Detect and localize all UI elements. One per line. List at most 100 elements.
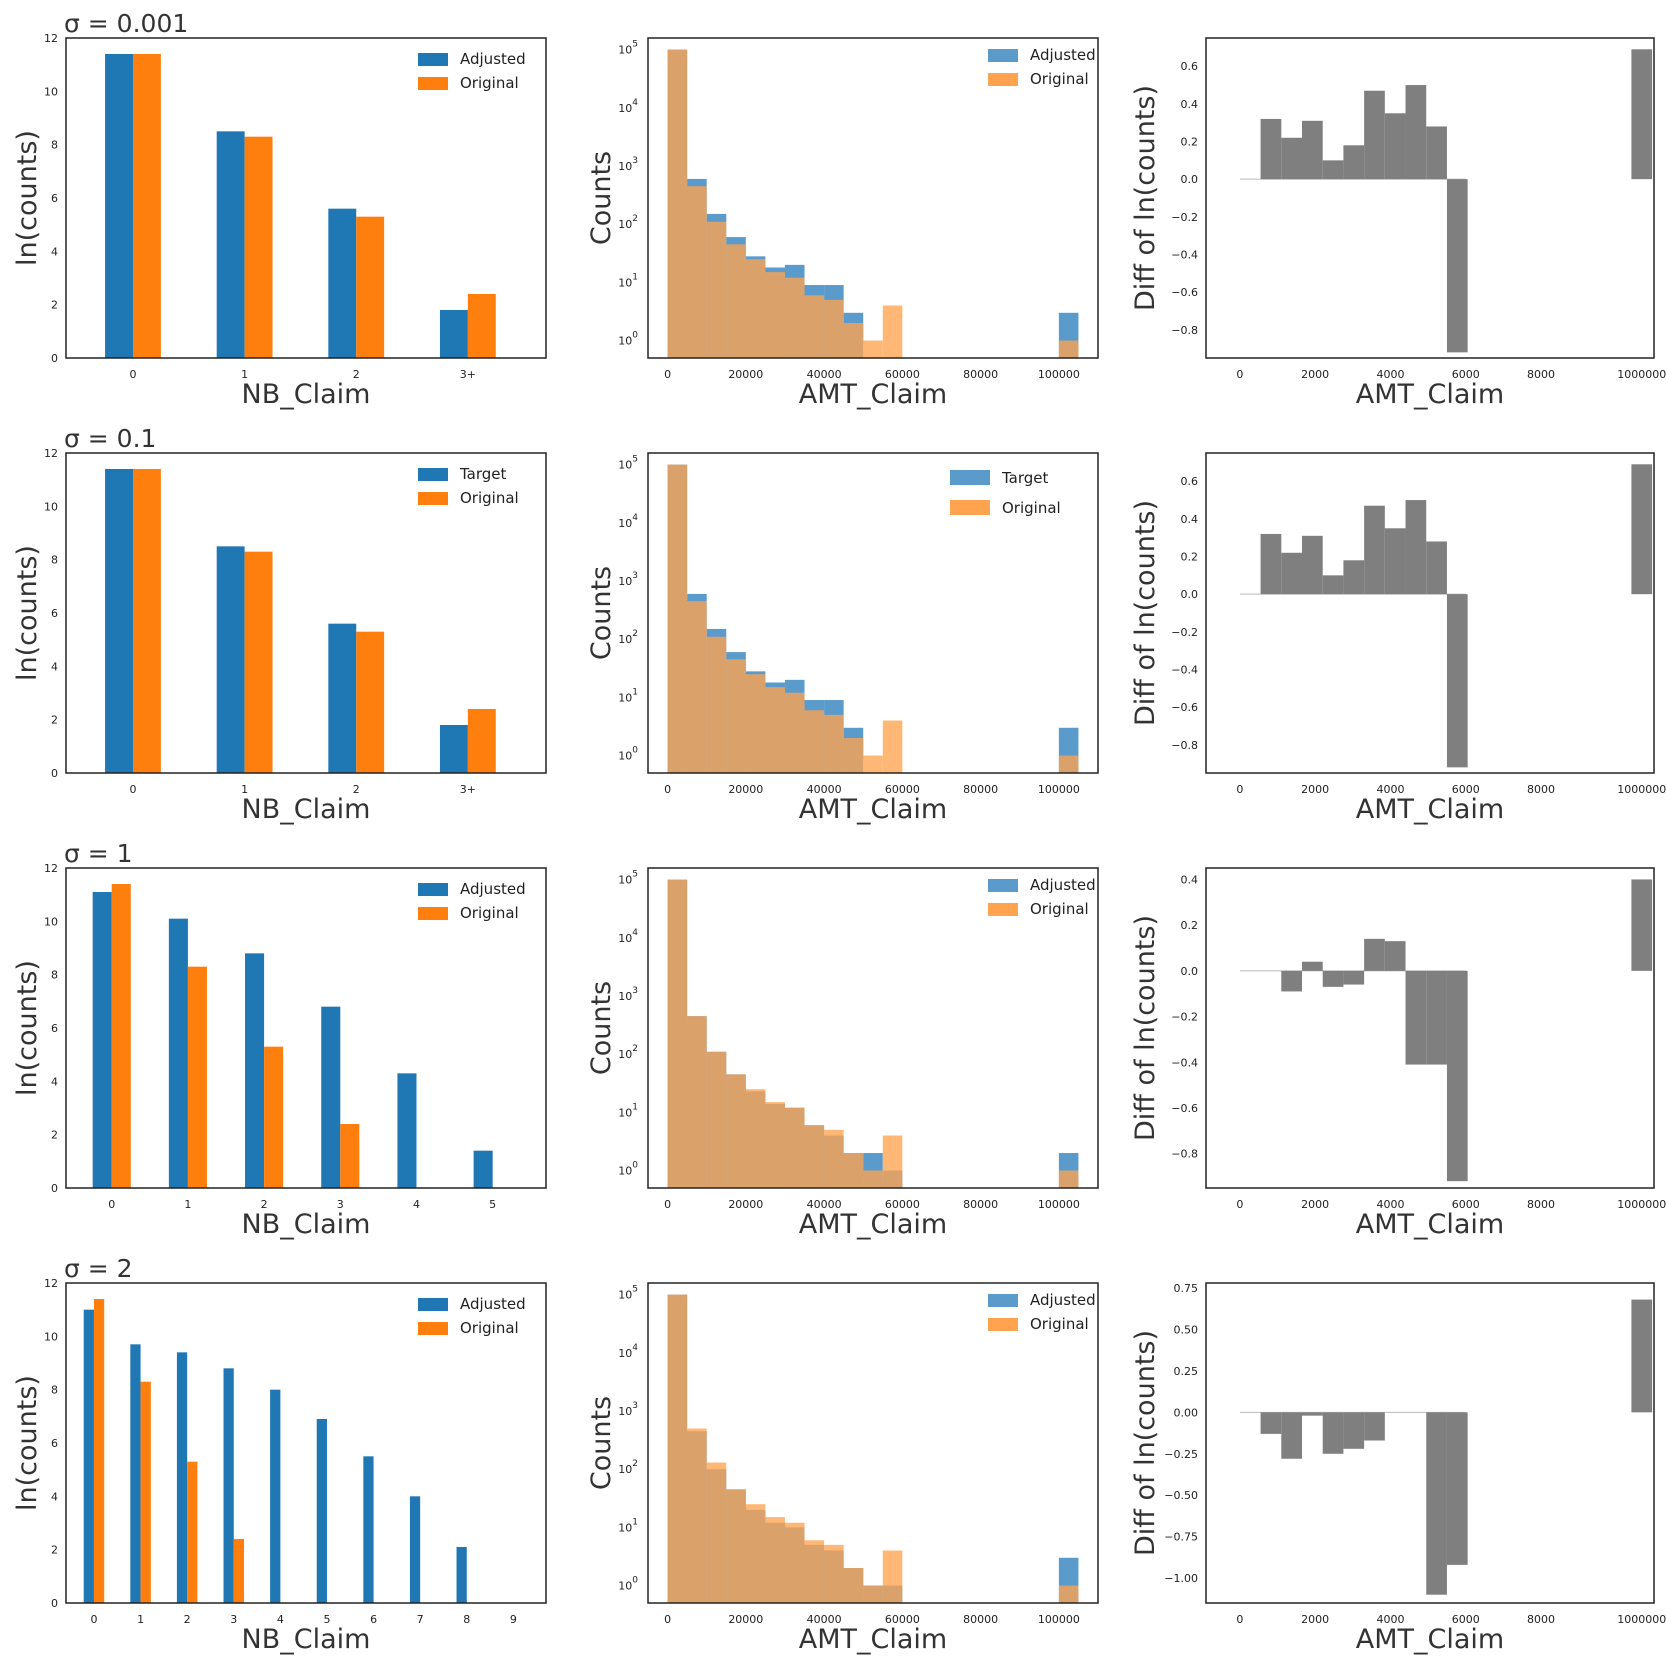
hist-bar-original	[667, 49, 688, 359]
diff-bar	[1281, 970, 1302, 992]
diff-chart-row-3: 0.75 0.50 0.25 0.00 −0.25 −0.50 −0.75 −1.00 0 200…	[1130, 1282, 1666, 1655]
bar-original	[111, 884, 131, 1188]
legend-swatch	[988, 49, 1018, 62]
y-tick-label: −0.4	[1171, 248, 1198, 261]
bar-original	[140, 1381, 151, 1603]
hist-bar-original	[843, 323, 864, 358]
y-tick-label: 101	[618, 1517, 638, 1534]
y-tick-label: 100	[618, 1161, 638, 1178]
diff-bar	[1302, 120, 1323, 180]
y-tick-label: 101	[618, 1102, 638, 1119]
y-tick-label: 0.6	[1181, 475, 1199, 488]
hist-bar-original	[765, 687, 785, 773]
hist-bar-original	[726, 1489, 746, 1603]
y-tick-label: −1.00	[1164, 1572, 1198, 1585]
bar-adjusted	[83, 1309, 94, 1603]
hist-bar-original	[824, 714, 844, 773]
y-tick-label: 104	[618, 513, 638, 530]
y-axis-label: Counts	[586, 981, 617, 1075]
hist-bar-original	[706, 636, 727, 773]
x-tick-label: 0	[1236, 368, 1243, 381]
x-tick-label: 4000	[1376, 1613, 1404, 1626]
y-tick-label: 100	[618, 1576, 638, 1593]
y-tick-label: 102	[618, 1459, 638, 1476]
bar-target	[216, 546, 245, 773]
diff-bar	[1343, 970, 1365, 985]
x-tick-label: 100000	[1038, 783, 1080, 796]
y-tick-label: 103	[618, 571, 638, 588]
x-axis-label: AMT_Claim	[1356, 379, 1504, 410]
y-tick-label: 4	[51, 1075, 58, 1088]
bar-target	[105, 469, 133, 773]
legend-label: Original	[460, 74, 519, 92]
y-axis-label: Diff of ln(counts)	[1130, 85, 1161, 311]
y-tick-label: 12	[44, 862, 58, 875]
y-tick-label: 0.6	[1181, 60, 1199, 73]
x-axis-label: NB_Claim	[242, 1209, 371, 1240]
hist-bar-original	[1058, 340, 1079, 358]
y-tick-label: 105	[618, 1285, 638, 1302]
x-tick-label: 0	[664, 783, 671, 796]
diff-bar	[1426, 970, 1447, 1065]
y-tick-label: 103	[618, 1401, 638, 1418]
legend-swatch	[418, 77, 448, 90]
x-tick-label: 2000	[1301, 1198, 1329, 1211]
hist-bar-original	[863, 1585, 883, 1603]
y-tick-label: 103	[618, 986, 638, 1003]
y-tick-label: 0.4	[1181, 98, 1199, 111]
hist-bar-original	[804, 1125, 825, 1188]
bar-adjusted	[245, 953, 265, 1188]
x-tick-label: 40000	[807, 1613, 842, 1626]
bar-adjusted	[270, 1389, 281, 1603]
bar-target	[439, 725, 468, 773]
hist-bar-original	[687, 186, 707, 358]
bar-original	[356, 631, 385, 773]
legend-swatch	[418, 1298, 448, 1311]
y-axis-label: ln(counts)	[12, 960, 43, 1096]
x-tick-label: 1000000	[1617, 1613, 1666, 1626]
diff-bar	[1384, 941, 1406, 971]
y-axis-label: Diff of ln(counts)	[1130, 500, 1161, 726]
y-tick-label: 102	[618, 214, 638, 231]
hist-bar-original	[745, 1504, 766, 1603]
y-tick-label: 4	[51, 245, 58, 258]
x-tick-label: 5	[489, 1198, 496, 1211]
hist-bar-original	[843, 1153, 864, 1188]
y-axis-label: Diff of ln(counts)	[1130, 1330, 1161, 1556]
diff-bar	[1446, 594, 1468, 768]
hist-bar-original	[745, 259, 766, 358]
diff-bar	[1260, 533, 1282, 595]
bar-original	[467, 294, 496, 358]
bar-original	[467, 709, 496, 773]
x-tick-label: 80000	[963, 783, 998, 796]
x-tick-label: 0	[129, 368, 136, 381]
bar-adjusted	[409, 1496, 421, 1603]
y-tick-label: 0.2	[1181, 551, 1199, 564]
y-tick-label: 6	[51, 1437, 58, 1450]
x-tick-label: 2000	[1301, 368, 1329, 381]
y-tick-label: 4	[51, 660, 58, 673]
hist-bar-original	[667, 1294, 688, 1603]
y-tick-label: 0.50	[1174, 1323, 1199, 1336]
diff-bar	[1322, 970, 1344, 987]
y-tick-label: 101	[618, 272, 638, 289]
x-tick-label: 6000	[1452, 368, 1480, 381]
hist-bar-original	[784, 1522, 805, 1603]
diff-bar	[1384, 113, 1406, 180]
hist-bar-original	[745, 1089, 766, 1188]
y-tick-label: −0.6	[1171, 1102, 1198, 1115]
y-tick-label: 0	[51, 767, 58, 780]
y-tick-label: 103	[618, 156, 638, 173]
y-tick-label: 0.00	[1174, 1406, 1199, 1419]
legend-label: Adjusted	[460, 880, 526, 898]
x-tick-label: 1000000	[1617, 783, 1666, 796]
bar-adjusted	[363, 1456, 374, 1603]
x-tick-label: 40000	[807, 783, 842, 796]
y-tick-label: 0.0	[1181, 965, 1199, 978]
axes-frame	[65, 1282, 547, 1604]
axes-frame	[647, 452, 1099, 774]
y-tick-label: 0.4	[1181, 873, 1199, 886]
x-tick-label: 2	[261, 1198, 268, 1211]
hist-bar-original	[882, 1135, 903, 1188]
